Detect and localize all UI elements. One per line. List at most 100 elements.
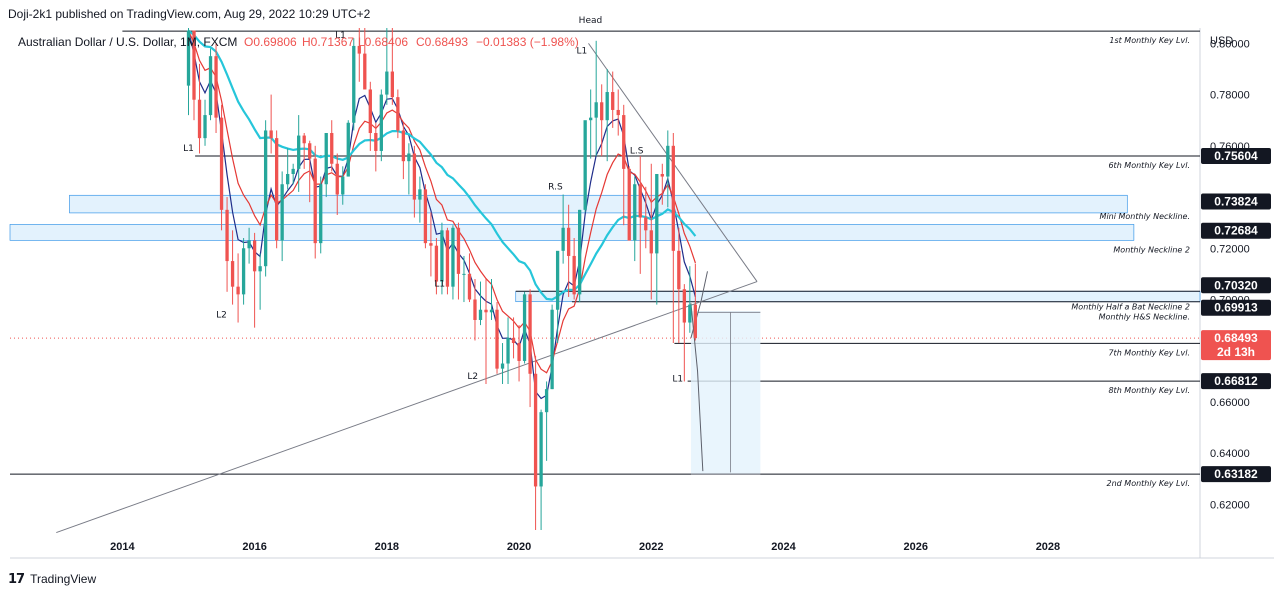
zone-label: Mini Monthly Neckline.	[1100, 212, 1190, 221]
candle-body	[335, 163, 339, 195]
candle	[682, 284, 686, 382]
candle-body	[456, 227, 461, 274]
candle-body	[252, 240, 257, 272]
zone-tag: 0.69913	[1214, 301, 1258, 315]
candle	[374, 122, 378, 172]
candle-body	[324, 133, 328, 185]
candle-body	[495, 309, 499, 369]
candle-body	[214, 56, 218, 118]
candle-body	[258, 266, 262, 272]
candle	[346, 120, 350, 177]
candle-body	[539, 412, 543, 487]
candle-body	[319, 184, 323, 244]
candle-body	[236, 286, 240, 295]
currency-label: USD	[1210, 35, 1233, 47]
candle-body	[434, 245, 439, 282]
candle-body	[429, 243, 433, 246]
candle-body	[396, 97, 400, 131]
candle	[638, 156, 642, 274]
candle-body	[589, 117, 593, 121]
candle-body	[633, 184, 637, 241]
price-axis[interactable]: USD 0.800000.780000.760000.740000.720000…	[1210, 35, 1250, 511]
drawings	[56, 43, 761, 534]
candle	[478, 281, 483, 326]
candle-body	[379, 94, 383, 151]
candle-body	[677, 250, 681, 290]
candle-body	[308, 143, 312, 159]
pattern-label: L1	[335, 31, 346, 41]
zone-tag: 0.70320	[1214, 278, 1258, 292]
current-price-tag-bg	[1201, 330, 1271, 361]
candle-body	[374, 133, 378, 151]
candle	[225, 197, 229, 292]
candle-body	[445, 230, 450, 287]
candle-body	[572, 255, 576, 295]
candle	[263, 120, 268, 277]
candle	[357, 28, 361, 82]
legend-symbol: Australian Dollar / U.S. Dollar, 1M, FXC…	[18, 35, 237, 49]
candle-body	[197, 99, 202, 139]
tradingview-logo-icon[interactable]: 17	[8, 571, 25, 587]
candle-body	[269, 130, 273, 139]
candle-body	[467, 273, 472, 300]
candle-body	[550, 309, 554, 390]
candle	[423, 184, 428, 249]
candle-body	[412, 153, 417, 200]
candle	[363, 28, 367, 90]
candle	[611, 71, 615, 128]
candle	[368, 81, 372, 151]
y-tick-label: 0.66000	[1210, 397, 1250, 409]
pattern-label: L1	[672, 374, 683, 384]
candle	[616, 89, 620, 136]
candle-body	[616, 109, 620, 116]
candle	[286, 148, 290, 190]
candle-body	[671, 145, 675, 251]
candle	[291, 163, 295, 185]
candle	[230, 230, 235, 305]
key-level-label: 1st Monthly Key Lvl.	[1109, 36, 1190, 45]
zone-label: Monthly Half a Bat Neckline 2	[1071, 303, 1190, 312]
candle	[302, 133, 306, 169]
zone-tag-bg	[1201, 277, 1271, 294]
candle	[467, 253, 472, 303]
candle	[583, 120, 587, 213]
candles[interactable]	[186, 28, 698, 530]
pattern-label: L1	[434, 280, 445, 290]
candle-body	[341, 176, 345, 195]
neckline-zone	[515, 290, 1201, 303]
legend-close: C0.68493	[416, 35, 468, 49]
candle-body	[578, 209, 582, 295]
current-price-tag: 0.68493	[1214, 331, 1258, 345]
candle-body	[511, 337, 516, 344]
current-price-tag-countdown: 2d 13h	[1217, 345, 1255, 359]
candle-body	[418, 189, 422, 200]
zone-tag-bg	[1201, 299, 1271, 316]
candle	[308, 140, 312, 203]
candle-body	[280, 184, 284, 241]
zone-label: Monthly H&S Neckline.	[1099, 313, 1190, 322]
candle-body	[368, 89, 372, 134]
candle	[666, 130, 670, 208]
candle-body	[688, 304, 692, 323]
time-axis[interactable]: 2014 2016 2018 2020 2022 2024 2026 2028	[110, 541, 1060, 553]
candle	[522, 291, 527, 364]
candle	[644, 186, 648, 249]
candle	[390, 28, 394, 105]
candle	[533, 355, 538, 530]
pattern-label: L2	[216, 310, 227, 320]
candle	[605, 68, 609, 162]
candle-body	[451, 227, 455, 287]
candle	[622, 104, 626, 226]
y-tick-label: 0.78000	[1210, 90, 1250, 102]
candle-body	[478, 309, 483, 320]
candle-body	[561, 227, 565, 251]
candle-body	[462, 273, 466, 275]
candle	[396, 89, 400, 139]
candle	[484, 279, 488, 385]
candle	[241, 238, 246, 305]
key-levels	[10, 30, 1200, 475]
candle-body	[622, 115, 626, 169]
candle-body	[655, 173, 659, 254]
y-tick-label: 0.62000	[1210, 499, 1250, 511]
